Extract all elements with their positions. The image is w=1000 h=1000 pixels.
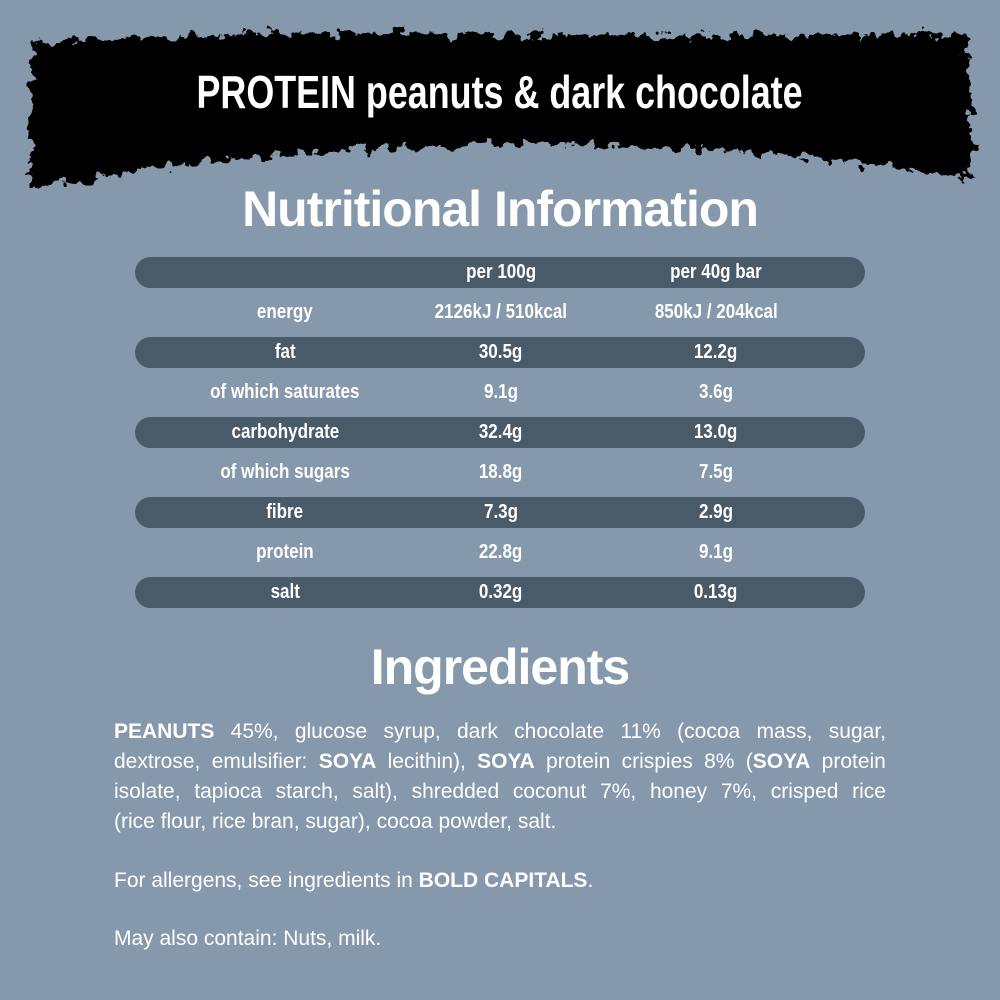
value-per-40g-bar: 7.5g: [698, 461, 734, 483]
table-row: of which sugars 18.8g 7.5g: [135, 457, 865, 488]
value-per-100g: 9.1g: [483, 381, 519, 403]
table-row: protein 22.8g 9.1g: [135, 537, 865, 568]
value-per-100g: 2126kJ / 510kcal: [434, 301, 568, 323]
row-label: fat: [274, 341, 296, 363]
may-contain-note: May also contain: Nuts, milk.: [114, 927, 382, 950]
banner-shape: [30, 32, 974, 188]
value-per-100g: 0.32g: [479, 581, 523, 603]
nutrition-table: per 100g per 40g bar energy 2126kJ / 510k…: [135, 257, 865, 617]
row-label: of which sugars: [220, 461, 350, 483]
table-row: carbohydrate 32.4g 13.0g: [135, 417, 865, 448]
banner: [30, 32, 974, 188]
header-empty-cell: [135, 257, 435, 288]
product-title-text: PROTEIN peanuts & dark chocolate: [196, 66, 804, 118]
value-per-40g-bar: 12.2g: [694, 341, 738, 363]
product-title: PROTEIN peanuts & dark chocolate: [0, 66, 1000, 118]
table-row: of which saturates 9.1g 3.6g: [135, 377, 865, 408]
ingredients-line: (rice flour, rice bran, sugar), cocoa po…: [114, 810, 557, 833]
value-per-100g: 22.8g: [479, 541, 523, 563]
value-per-100g: 18.8g: [479, 461, 523, 483]
ingredients-line: PEANUTS 45%, glucose syrup, dark chocolate 11%…: [114, 720, 886, 743]
table-row: energy 2126kJ / 510kcal 850kJ / 204kcal: [135, 297, 865, 328]
table-row: fat 30.5g 12.2g: [135, 337, 865, 368]
row-label: of which saturates: [210, 381, 360, 403]
column-header-per-100g: per 100g: [466, 261, 536, 283]
value-per-40g-bar: 9.1g: [698, 541, 734, 563]
table-header-row: per 100g per 40g bar: [135, 257, 865, 288]
ingredients-title: Ingredients: [370, 639, 630, 695]
value-per-40g-bar: 2.9g: [698, 501, 734, 523]
value-per-40g-bar: 13.0g: [694, 421, 738, 443]
column-header-per-40g-bar: per 40g bar: [670, 261, 762, 283]
row-label: carbohydrate: [231, 421, 339, 443]
value-per-100g: 7.3g: [483, 501, 519, 523]
ingredients-line: dextrose, emulsifier: SOYA lecithin), SOYA pr…: [114, 750, 886, 773]
allergen-note: For allergens, see ingredients in BOLD C…: [114, 869, 594, 892]
ingredients-paragraph: PEANUTS 45%, glucose syrup, dark chocolate 11%…: [114, 717, 886, 837]
value-per-100g: 32.4g: [479, 421, 523, 443]
value-per-40g-bar: 3.6g: [698, 381, 734, 403]
value-per-40g-bar: 850kJ / 204kcal: [654, 301, 778, 323]
row-label: salt: [270, 581, 300, 603]
value-per-100g: 30.5g: [479, 341, 523, 363]
table-row: fibre 7.3g 2.9g: [135, 497, 865, 528]
table-row: salt 0.32g 0.13g: [135, 577, 865, 608]
ingredients-line: isolate, tapioca starch, salt), shredded coco…: [114, 780, 886, 803]
nutritional-information-title: Nutritional Information: [242, 181, 759, 237]
row-label: protein: [256, 541, 314, 563]
row-label: fibre: [266, 501, 304, 523]
value-per-40g-bar: 0.13g: [694, 581, 738, 603]
row-label: energy: [257, 301, 313, 323]
